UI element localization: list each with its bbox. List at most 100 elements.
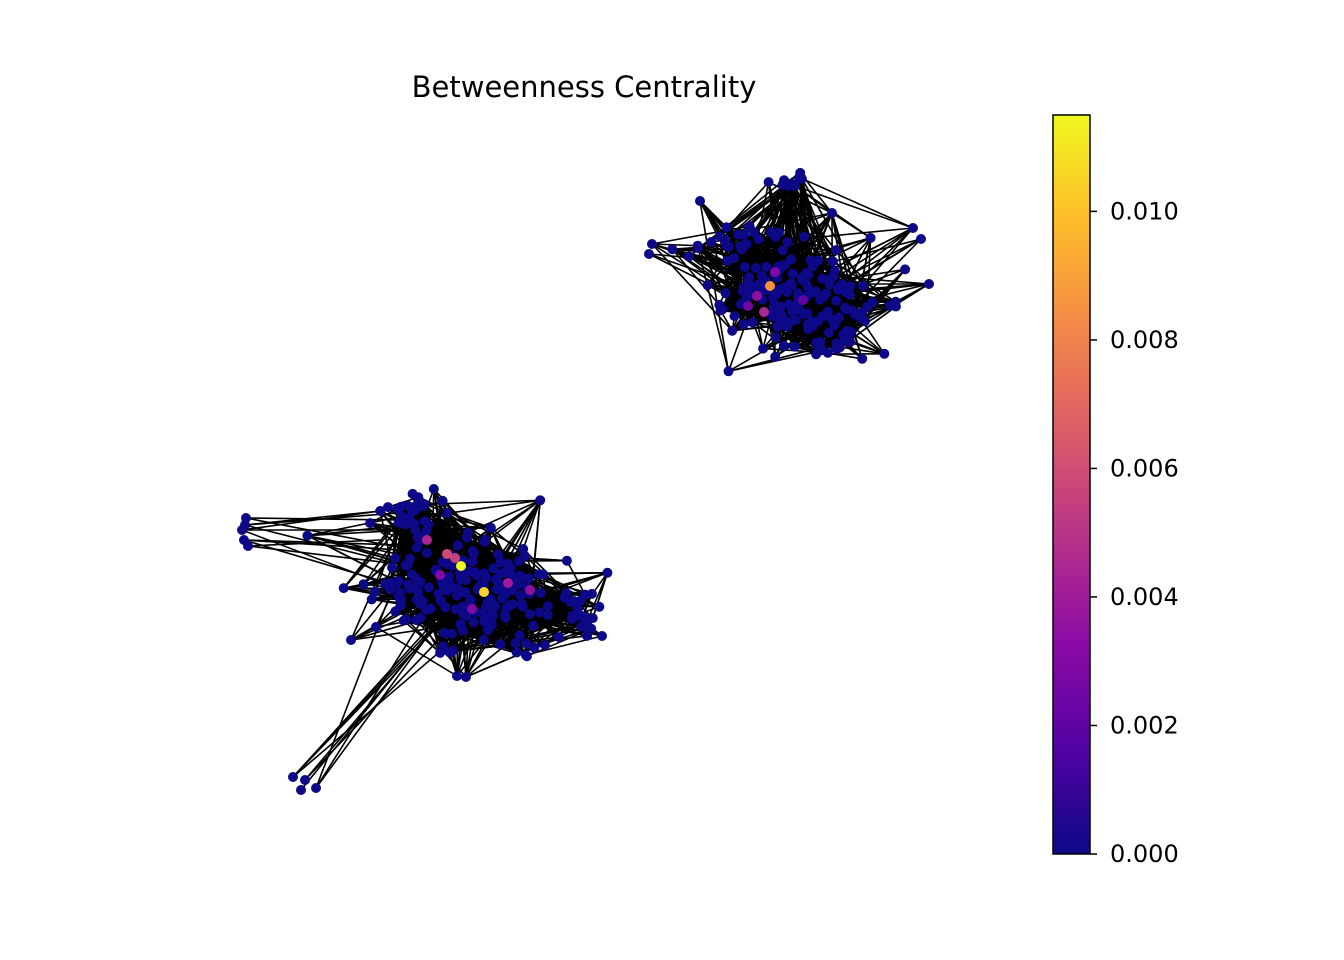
graph-edge: [790, 237, 871, 261]
graph-node: [538, 569, 549, 580]
graph-node: [412, 532, 423, 543]
graph-edge: [648, 253, 756, 292]
graph-node: [753, 279, 764, 290]
graph-node: [765, 281, 775, 291]
graph-node: [437, 557, 448, 568]
graph-node: [452, 540, 463, 551]
graph-node: [790, 314, 801, 325]
graph-node: [786, 278, 797, 289]
graph-node: [802, 281, 813, 292]
graph-node: [517, 601, 528, 612]
graph-node: [586, 588, 597, 599]
graph-node: [782, 237, 793, 248]
graph-node: [763, 177, 774, 188]
graph-node: [534, 607, 545, 618]
graph-node: [300, 775, 310, 785]
graph-node: [288, 772, 298, 782]
graph-node: [786, 254, 797, 265]
graph-node: [456, 561, 466, 571]
graph-node: [505, 600, 515, 611]
graph-node: [442, 549, 452, 559]
colorbar: 0.000 0.002 0.004 0.006 0.008 0.010: [1052, 114, 1179, 868]
graph-node: [827, 208, 837, 218]
graph-node: [446, 628, 457, 639]
graph-node: [539, 640, 550, 650]
colorbar-tick-label: 0.002: [1110, 711, 1179, 739]
graph-node: [693, 243, 703, 254]
graph-node: [879, 348, 890, 359]
graph-node: [398, 615, 409, 626]
graph-node: [766, 227, 777, 238]
graph-node: [452, 671, 462, 681]
colorbar-tick-label: 0.006: [1110, 454, 1179, 482]
graph-node: [858, 281, 868, 291]
graph-node: [702, 280, 713, 291]
graph-node: [855, 312, 866, 323]
graph-node: [505, 563, 516, 574]
graph-node: [770, 332, 781, 343]
graph-node: [407, 506, 418, 516]
graph-node: [840, 302, 851, 313]
graph-node: [444, 571, 455, 582]
graph-node: [392, 504, 403, 514]
graph-node: [452, 590, 463, 601]
graph-edge: [744, 176, 800, 268]
graph-node: [733, 229, 744, 240]
graph-node: [684, 251, 694, 262]
graph-node: [822, 347, 833, 358]
graph-node: [857, 353, 868, 364]
graph-node: [865, 232, 876, 243]
graph-node: [491, 574, 501, 585]
graph-edge: [315, 629, 433, 789]
graph-node: [404, 553, 415, 564]
graph-edge: [389, 522, 400, 583]
graph-node: [561, 588, 572, 599]
graph-node: [759, 307, 769, 317]
graph-node: [521, 638, 532, 649]
graph-node: [787, 268, 798, 279]
graph-nodes: [237, 167, 934, 795]
colorbar-tick-label: 0.000: [1110, 840, 1179, 868]
graph-node: [798, 295, 808, 305]
graph-node: [450, 553, 460, 563]
graph-node: [916, 234, 926, 244]
graph-node: [752, 291, 762, 301]
graph-node: [867, 297, 878, 308]
graph-node: [407, 488, 418, 499]
graph-node: [435, 570, 445, 580]
graph-node: [523, 573, 534, 584]
graph-node: [773, 284, 784, 295]
graph-node: [770, 351, 781, 362]
graph-node: [799, 231, 810, 242]
graph-edge: [752, 321, 785, 347]
graph-node: [721, 222, 732, 233]
graph-node: [743, 301, 753, 311]
graph-node: [753, 234, 764, 245]
graph-node: [382, 502, 393, 513]
graph-node: [428, 484, 439, 494]
graph-node: [803, 269, 814, 280]
graph-node: [924, 279, 934, 289]
graph-node: [720, 288, 731, 299]
graph-edge: [794, 185, 914, 229]
graph-node: [818, 311, 828, 322]
graph-node: [580, 619, 591, 630]
graph-node: [393, 576, 404, 587]
graph-node: [296, 785, 306, 795]
graph-node: [390, 553, 401, 564]
graph-node: [748, 227, 759, 237]
graph-node: [511, 647, 522, 658]
graph-node: [602, 567, 613, 578]
graph-edge: [829, 227, 914, 271]
graph-node: [437, 495, 448, 506]
graph-node: [419, 516, 430, 527]
graph-edge: [697, 247, 730, 372]
graph-node: [833, 312, 844, 323]
graph-node: [518, 544, 529, 554]
graph-edge: [292, 624, 436, 778]
graph-node: [435, 647, 446, 658]
graph-node: [736, 244, 747, 255]
graph-edge: [688, 179, 785, 258]
graph-edge: [417, 537, 461, 580]
